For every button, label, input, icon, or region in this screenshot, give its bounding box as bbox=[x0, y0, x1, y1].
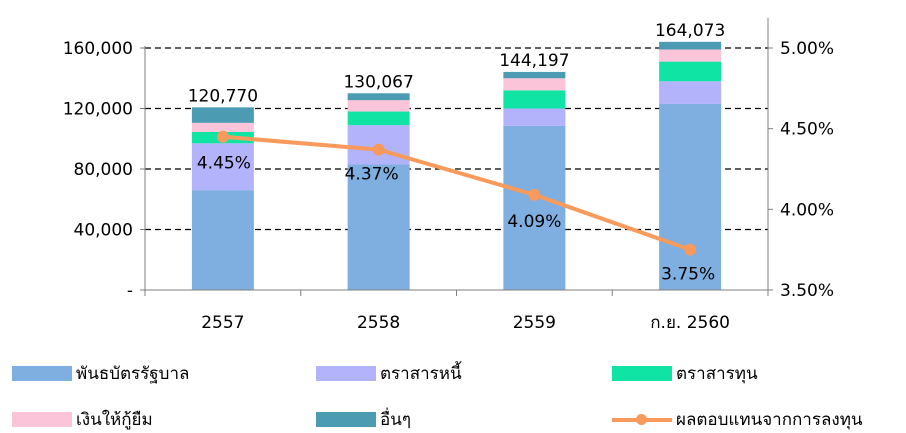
bar-segment bbox=[347, 164, 410, 290]
return-point bbox=[684, 243, 697, 256]
legend-line-swatch bbox=[612, 412, 672, 427]
bar-segment bbox=[503, 90, 566, 109]
bar-segment bbox=[191, 122, 254, 132]
legend-label: พันธบัตรรัฐบาล bbox=[76, 364, 190, 384]
bar-segment bbox=[191, 143, 254, 191]
legend-item-debt-securities: ตราสารหนี้ bbox=[316, 360, 462, 387]
x-tick-label: 2558 bbox=[357, 313, 400, 333]
x-tick-label: 2559 bbox=[513, 313, 556, 333]
bar-segment bbox=[347, 93, 410, 101]
bars bbox=[191, 41, 722, 291]
bar-total-label: 130,067 bbox=[343, 72, 413, 92]
bar-segment bbox=[191, 107, 254, 123]
return-data-label: 4.09% bbox=[507, 212, 561, 232]
bar-segment bbox=[659, 61, 722, 82]
x-tick-label: ก.ย. 2560 bbox=[650, 313, 730, 333]
legend-item-equities: ตราสารทุน bbox=[612, 360, 758, 387]
y2-tick-label: 4.00% bbox=[780, 200, 834, 220]
y-tick-label: 40,000 bbox=[74, 221, 133, 241]
legend-label: ตราสารทุน bbox=[676, 364, 758, 384]
return-point bbox=[528, 188, 541, 201]
y-tick-label: 80,000 bbox=[74, 160, 133, 180]
legend-label: เงินให้กู้ยืม bbox=[76, 410, 153, 430]
x-tick-label: 2557 bbox=[201, 313, 244, 333]
y-tick-label: 120,000 bbox=[63, 100, 133, 120]
legend-swatch bbox=[612, 366, 672, 381]
bar-segment bbox=[659, 81, 722, 104]
bar-segment bbox=[503, 108, 566, 126]
bar-segment bbox=[191, 190, 254, 290]
legend-item-government-bonds: พันธบัตรรัฐบาล bbox=[12, 360, 189, 387]
return-data-label: 4.45% bbox=[197, 154, 251, 174]
legend-item-loans: เงินให้กู้ยืม bbox=[12, 406, 153, 433]
legend-label: ตราสารหนี้ bbox=[380, 364, 462, 384]
bar-total-label: 120,770 bbox=[188, 86, 258, 106]
legend-item-investment-return: ผลตอบแทนจากการลงทุน bbox=[612, 406, 863, 433]
bar-segment bbox=[659, 103, 722, 291]
y2-tick-label: 4.50% bbox=[780, 120, 834, 140]
legend-label: อื่นๆ bbox=[380, 410, 411, 430]
return-point bbox=[372, 143, 385, 156]
return-data-label: 4.37% bbox=[345, 165, 399, 185]
legend-swatch bbox=[12, 412, 72, 427]
bar-segment bbox=[503, 125, 566, 290]
legend: พันธบัตรรัฐบาล ตราสารหนี้ ตราสารทุน เงิน… bbox=[0, 340, 906, 432]
y-tick-label: - bbox=[127, 281, 133, 301]
axes: - 40,000 80,000 120,000 160,000 3.50% 4.00% 4.5… bbox=[63, 18, 834, 333]
bar-segment bbox=[659, 41, 722, 50]
y-tick-label: 160,000 bbox=[63, 39, 133, 59]
legend-swatch bbox=[12, 366, 72, 381]
y2-tick-label: 3.50% bbox=[780, 281, 834, 301]
bar-segment bbox=[503, 78, 566, 91]
return-line-path bbox=[222, 134, 691, 252]
bar-total-label: 164,073 bbox=[655, 21, 725, 41]
legend-item-others: อื่นๆ bbox=[316, 406, 411, 433]
labels: 120,770 130,067 144,197 164,073 4.45% 4.37% 4.… bbox=[188, 21, 726, 285]
bar-total-label: 144,197 bbox=[499, 51, 569, 71]
return-line bbox=[216, 130, 697, 256]
legend-swatch bbox=[316, 412, 376, 427]
bar-segment bbox=[347, 100, 410, 112]
return-point bbox=[216, 130, 229, 143]
bar-segment bbox=[659, 49, 722, 62]
bar-segment bbox=[503, 71, 566, 79]
legend-label: ผลตอบแทนจากการลงทุน bbox=[676, 410, 863, 430]
y2-tick-label: 5.00% bbox=[780, 39, 834, 59]
legend-swatch bbox=[316, 366, 376, 381]
return-data-label: 3.75% bbox=[661, 265, 715, 285]
bar-segment bbox=[347, 111, 410, 126]
